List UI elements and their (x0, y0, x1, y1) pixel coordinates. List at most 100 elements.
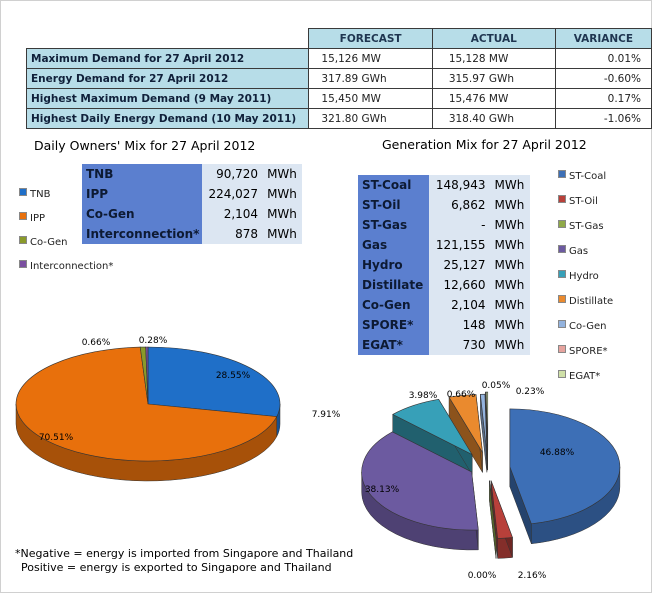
gen-unit: MWh (488, 275, 530, 295)
owners-mix-table: TNB 90,720 MWh IPP 224,027 MWh Co-Gen 2,104 MW… (82, 164, 302, 244)
actual-value: 15,476 MW (431, 88, 556, 109)
row-label: Energy Demand for 27 April 2012 (25, 68, 310, 89)
gen-value: 6,862 (429, 195, 489, 215)
pie-slice-gas (361, 431, 479, 531)
legend-label: ST-Gas (569, 221, 604, 232)
legend-item: IPP (19, 212, 45, 224)
legend-swatch (558, 170, 566, 178)
variance-value: -1.06% (554, 108, 652, 129)
legend-label: SPORE* (569, 346, 608, 357)
legend-item: Gas (558, 245, 588, 257)
gen-unit: MWh (488, 315, 530, 335)
forecast-value: 317.89 GWh (308, 68, 433, 89)
legend-label: Interconnection* (30, 261, 114, 272)
gen-value: 148,943 (429, 175, 489, 195)
legend-swatch (19, 236, 27, 244)
legend-swatch (558, 195, 566, 203)
gen-name: Gas (358, 235, 429, 255)
legend-label: Distillate (569, 296, 614, 307)
legend-item: Distillate (558, 295, 613, 307)
owner-unit: MWh (261, 204, 302, 224)
footnote: *Negative = energy is imported from Sing… (15, 547, 353, 575)
pie-value-label: 70.51% (39, 433, 74, 443)
gen-value: 148 (429, 315, 489, 335)
footnote-line: *Negative = energy is imported from Sing… (15, 547, 354, 560)
owner-value: 878 (202, 224, 262, 244)
gen-value: - (429, 215, 489, 235)
legend-label: IPP (30, 213, 46, 224)
legend-swatch (19, 188, 27, 196)
owner-value: 90,720 (202, 164, 262, 184)
table-row: ST-Oil 6,862 MWh (358, 195, 530, 215)
legend-swatch (558, 245, 566, 253)
gen-value: 121,155 (429, 235, 489, 255)
pie-value-label: 0.00% (468, 571, 497, 581)
gen-value: 25,127 (429, 255, 489, 275)
pie-value-label: 0.66% (82, 338, 111, 348)
gen-name: ST-Oil (358, 195, 429, 215)
table-row: Co-Gen 2,104 MWh (358, 295, 530, 315)
owner-name: Interconnection* (82, 224, 203, 244)
table-row: ST-Gas - MWh (358, 215, 530, 235)
summary-header-row: FORECAST ACTUAL VARIANCE (27, 28, 652, 49)
legend-item: ST-Gas (558, 220, 604, 232)
owner-name: TNB (82, 164, 203, 184)
owner-unit: MWh (261, 164, 302, 184)
pie-chart-2: 46.88% 2.16% 0.00% 38.13% 7.91% 3.98% 0.66% 0.0… (312, 381, 621, 581)
table-row: Distillate 12,660 MWh (358, 275, 530, 295)
legend-swatch (558, 220, 566, 228)
legend-item: EGAT* (558, 370, 600, 382)
gen-name: Distillate (358, 275, 429, 295)
gen-unit: MWh (488, 235, 530, 255)
owner-unit: MWh (261, 184, 302, 204)
table-row: IPP 224,027 MWh (82, 184, 302, 204)
pie-slice-distillate (448, 394, 483, 453)
variance-value: 0.17% (554, 88, 652, 109)
actual-value: 318.40 GWh (431, 108, 556, 129)
owner-value: 2,104 (202, 204, 262, 224)
gen-name: ST-Gas (358, 215, 429, 235)
gen-name: ST-Coal (358, 175, 429, 195)
legend-item: SPORE* (558, 345, 608, 357)
legend-item: Hydro (558, 270, 599, 282)
forecast-value: 321.80 GWh (308, 108, 433, 129)
legend-item: ST-Coal (558, 170, 606, 182)
header-forecast: FORECAST (308, 28, 433, 49)
table-row: Energy Demand for 27 April 2012 317.89 G… (25, 68, 652, 89)
pie-value-label: 0.23% (516, 387, 545, 397)
pie-value-label: 46.88% (540, 448, 575, 458)
gen-value: 730 (429, 335, 489, 355)
pie-value-label: 7.91% (312, 410, 341, 420)
legend-label: Hydro (569, 271, 599, 282)
gen-name: SPORE* (358, 315, 429, 335)
table-row: ST-Coal 148,943 MWh (358, 175, 530, 195)
gen-value: 2,104 (429, 295, 489, 315)
pie-value-label: 0.05% (482, 381, 511, 391)
pie-slice-interconnection (145, 346, 149, 405)
pie-slice-tnb (147, 346, 281, 417)
owners-mix-title: Daily Owners' Mix for 27 April 2012 (34, 138, 256, 153)
pie-value-label: 28.55% (216, 371, 251, 381)
generation-mix-table: ST-Coal 148,943 MWh ST-Oil 6,862 MWh ST-Gas -… (358, 175, 530, 355)
table-row: Hydro 25,127 MWh (358, 255, 530, 275)
forecast-value: 15,126 MW (308, 48, 433, 69)
pie-slice-co-gen (480, 393, 488, 453)
gen-name: Co-Gen (358, 295, 429, 315)
pie-slice-egat (485, 391, 489, 451)
pie-slice-ipp (15, 346, 278, 462)
pie-slice-st-oil (490, 480, 513, 539)
gen-unit: MWh (488, 255, 530, 275)
legend-item: Co-Gen (558, 320, 607, 332)
owner-name: Co-Gen (82, 204, 203, 224)
legend-label: Gas (569, 246, 589, 257)
legend-swatch (19, 260, 27, 268)
owner-unit: MWh (261, 224, 302, 244)
pie-value-label: 2.16% (518, 571, 547, 581)
legend-swatch (558, 320, 566, 328)
legend-label: ST-Oil (569, 196, 598, 207)
gen-name: EGAT* (358, 335, 429, 355)
footnote-line: Positive = energy is exported to Singapo… (21, 561, 332, 574)
actual-value: 315.97 GWh (431, 68, 556, 89)
row-label: Highest Maximum Demand (9 May 2011) (25, 88, 310, 109)
